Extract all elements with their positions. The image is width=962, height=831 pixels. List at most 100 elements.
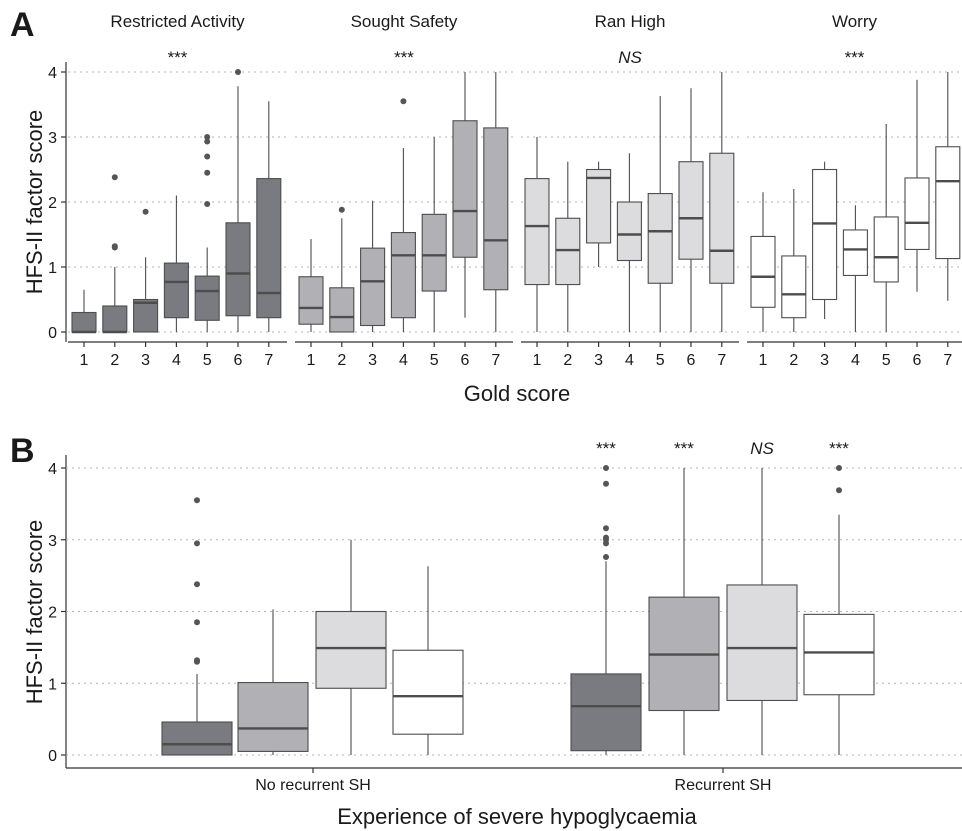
box-body: [161, 721, 233, 756]
box-body: [555, 217, 581, 286]
x-tick-label: No recurrent SH: [255, 777, 371, 794]
x-tick-label: 5: [430, 352, 439, 369]
box-body: [71, 311, 97, 333]
outlier-point: [194, 657, 200, 664]
box-factor-1: [570, 465, 642, 755]
box-gold-1: [71, 289, 97, 334]
box-body: [904, 177, 930, 250]
box-body: [194, 275, 220, 321]
box-body: [935, 146, 961, 260]
box-factor-4: [392, 566, 464, 755]
y-tick-label: 4: [48, 65, 57, 82]
x-tick-label: 6: [234, 352, 243, 369]
box-gold-3: [360, 200, 386, 332]
box-body: [392, 649, 464, 735]
outlier-point: [603, 525, 609, 532]
box-gold-4: [390, 98, 416, 332]
y-axis-title: HFS-II factor score: [22, 520, 47, 705]
y-tick-label: 3: [48, 130, 57, 147]
box-gold-5: [194, 134, 220, 332]
x-tick-label: 5: [656, 352, 665, 369]
outlier-point: [603, 534, 609, 541]
box-gold-6: [904, 79, 930, 292]
box-body: [225, 222, 251, 317]
box-gold-1: [298, 239, 324, 332]
outlier-point: [603, 465, 609, 471]
x-tick-label: Recurrent SH: [675, 777, 772, 794]
box-factor-3: [315, 539, 387, 755]
box-body: [586, 168, 612, 244]
x-tick-label: 4: [399, 352, 408, 369]
x-tick-label: 7: [717, 352, 726, 369]
outlier-point: [194, 581, 200, 588]
x-tick-label: 3: [141, 352, 150, 369]
box-gold-4: [163, 195, 189, 332]
box-factor-2: [648, 468, 720, 755]
box-body: [803, 613, 875, 696]
facet-title: Ran High: [595, 12, 666, 31]
panel-a-letter: A: [10, 6, 35, 44]
box-body: [360, 247, 386, 327]
x-tick-label: 2: [337, 352, 346, 369]
box-gold-1: [524, 137, 550, 332]
outlier-point: [204, 138, 211, 145]
box-body: [709, 152, 735, 284]
x-tick-label: 4: [625, 352, 634, 369]
outlier-point: [204, 153, 211, 160]
x-tick-label: 6: [913, 352, 922, 369]
significance-label: ***: [394, 48, 414, 67]
outlier-point: [111, 174, 118, 181]
box-body: [750, 235, 776, 308]
facet-restricted-activity: Restricted Activity *** 1 2 3 4 5 6 7: [68, 12, 287, 369]
facet-ran-high: Ran High NS 1 2 3 4 5 6 7: [521, 12, 739, 369]
box-body: [842, 229, 868, 276]
box-body: [298, 276, 324, 325]
x-tick-label: 5: [882, 352, 891, 369]
box-body: [133, 298, 159, 333]
outlier-point: [194, 497, 200, 504]
y-tick-label: 0: [48, 325, 57, 342]
y-tick-label: 0: [48, 748, 57, 765]
box-gold-3: [586, 161, 612, 267]
box-gold-4: [842, 205, 868, 332]
box-body: [647, 193, 673, 284]
y-tick-label: 1: [48, 676, 57, 693]
panel-b-letter: B: [10, 432, 35, 470]
outlier-point: [194, 540, 200, 547]
significance-label: NS: [750, 439, 774, 458]
outlier-point: [204, 134, 211, 140]
box-gold-3: [133, 208, 159, 333]
x-tick-label: 2: [110, 352, 119, 369]
x-tick-label: 3: [368, 352, 377, 369]
box-body: [102, 305, 128, 333]
x-tick-label: 3: [820, 352, 829, 369]
panel-a: 0 1 2 3 4 HFS-II factor score Gold score Restri…: [22, 12, 962, 406]
box-body: [678, 161, 704, 260]
facet-title: Sought Safety: [351, 12, 458, 31]
significance-label: ***: [674, 439, 694, 458]
box-factor-4: [803, 465, 875, 755]
box-body: [329, 287, 355, 333]
box-gold-3: [812, 161, 838, 319]
significance-label: ***: [845, 48, 865, 67]
facet-title: Worry: [832, 12, 878, 31]
box-gold-1: [750, 192, 776, 332]
y-tick-label: 4: [48, 461, 57, 478]
outlier-point: [603, 480, 609, 487]
significance-label: ***: [168, 48, 188, 67]
box-gold-2: [329, 206, 355, 333]
x-tick-label: 6: [687, 352, 696, 369]
outlier-point: [603, 553, 609, 560]
y-tick-label: 2: [48, 605, 57, 622]
x-tick-label: 6: [461, 352, 470, 369]
box-gold-6: [225, 69, 251, 332]
box-gold-4: [616, 153, 642, 332]
x-tick-label: 2: [563, 352, 572, 369]
panel-b: 0 1 2 3 4 HFS-II factor score Experience of se…: [22, 439, 962, 829]
box-factor-3: [726, 468, 798, 755]
significance-label: NS: [618, 48, 642, 67]
outlier-point: [194, 619, 200, 626]
box-body: [524, 178, 550, 286]
box-factor-2: [237, 609, 309, 755]
